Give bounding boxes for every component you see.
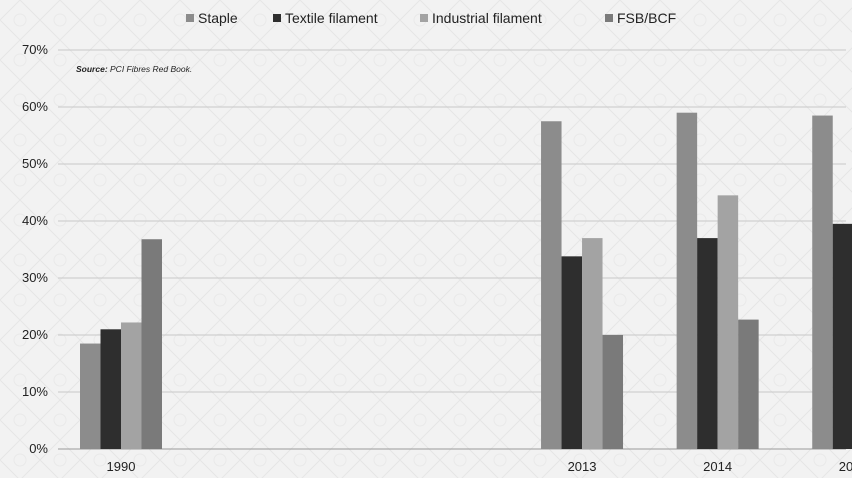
bar-industrial-filament-2013	[582, 238, 603, 449]
source-text: PCI Fibres Red Book.	[108, 64, 193, 74]
y-tick-label: 10%	[22, 384, 48, 399]
bar-fsb-bcf-2014	[738, 319, 759, 449]
y-tick-label: 20%	[22, 327, 48, 342]
legend-swatch	[273, 14, 281, 22]
legend-label: Textile filament	[285, 10, 378, 26]
source-note: Source: PCI Fibres Red Book.	[76, 64, 192, 74]
x-tick-label: 2015	[839, 459, 852, 474]
legend-swatch	[420, 14, 428, 22]
bar-staple-2014	[676, 112, 698, 449]
y-tick-label: 60%	[22, 99, 48, 114]
bar-fsb-bcf-2013	[602, 335, 624, 449]
y-tick-label: 0%	[29, 441, 48, 456]
legend-swatch	[186, 14, 194, 22]
legend-label: Industrial filament	[432, 10, 542, 26]
bar-staple-1990	[80, 343, 101, 449]
bar-textile-filament-2013	[561, 256, 583, 449]
x-tick-label: 2014	[703, 459, 732, 474]
bar-textile-filament-2014	[697, 238, 718, 449]
bar-staple-2013	[541, 121, 562, 449]
bars	[80, 112, 852, 450]
bar-industrial-filament-1990	[121, 322, 142, 449]
legend: Staple Textile filament Industrial filamen…	[186, 10, 676, 26]
legend-label: Staple	[198, 10, 238, 26]
y-tick-label: 70%	[22, 42, 48, 57]
y-axis-ticks: 0% 10% 20% 30% 40% 50% 60% 70%	[22, 42, 48, 456]
bar-fsb-bcf-1990	[141, 239, 162, 449]
y-tick-label: 40%	[22, 213, 48, 228]
y-tick-label: 50%	[22, 156, 48, 171]
bar-textile-filament-2015	[832, 223, 852, 449]
legend-swatch	[605, 14, 613, 22]
x-tick-label: 1990	[107, 459, 136, 474]
bar-industrial-filament-2014	[717, 195, 739, 449]
x-axis-ticks: 19902013201420152016	[107, 459, 852, 474]
y-tick-label: 30%	[22, 270, 48, 285]
source-label: Source:	[76, 64, 108, 74]
x-tick-label: 2013	[568, 459, 597, 474]
legend-label: FSB/BCF	[617, 10, 676, 26]
bar-staple-2015	[812, 115, 833, 450]
bar-textile-filament-1990	[100, 329, 121, 449]
